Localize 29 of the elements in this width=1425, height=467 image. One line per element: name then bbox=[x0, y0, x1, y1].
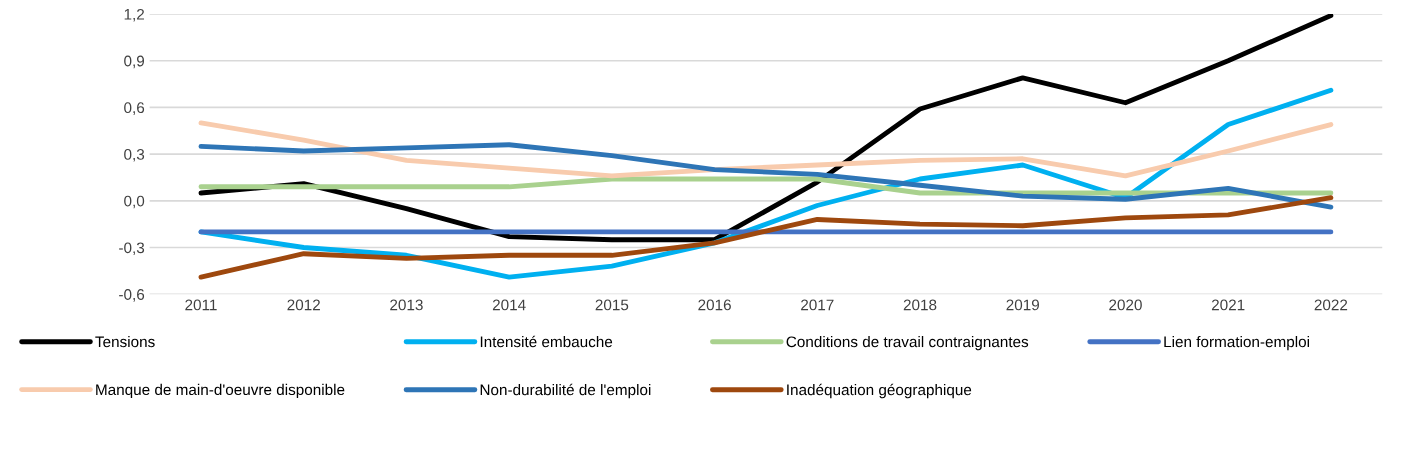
y-tick-label: 0,0 bbox=[124, 195, 145, 209]
legend-label: Lien formation-emploi bbox=[1164, 335, 1309, 351]
x-tick-label: 2018 bbox=[903, 299, 937, 311]
x-tick-label: 2021 bbox=[1211, 299, 1245, 311]
y-tick-label: -0,6 bbox=[119, 289, 145, 302]
y-tick-label: 0,6 bbox=[124, 102, 145, 115]
y-tick-label: -0,3 bbox=[119, 242, 145, 255]
legend-label: Tensions bbox=[95, 335, 155, 348]
x-tick-label: 2022 bbox=[1314, 299, 1348, 311]
legend-label: Intensité embauche bbox=[480, 335, 613, 348]
x-tick-label: 2013 bbox=[390, 299, 423, 311]
x-tick-label: 2019 bbox=[1006, 299, 1040, 311]
line-series bbox=[198, 142, 1334, 210]
y-tick-label: 0,3 bbox=[124, 148, 145, 162]
legend-label: Inadéquation géographique bbox=[787, 383, 972, 399]
legend-label: Manque de main-d'oeuvre disponible bbox=[96, 383, 345, 399]
x-tick-label: 2017 bbox=[801, 299, 834, 311]
x-tick-label: 2012 bbox=[287, 299, 320, 311]
x-tick-label: 2015 bbox=[595, 299, 629, 311]
y-tick-label: 1,2 bbox=[124, 8, 144, 22]
line-series bbox=[198, 195, 1334, 280]
legend-label: Conditions de travail contraignantes bbox=[786, 335, 1029, 351]
legend-label: Non-durabilité de l'emploi bbox=[480, 383, 651, 399]
y-tick-label: 0,9 bbox=[124, 55, 145, 69]
line-series bbox=[198, 120, 1334, 179]
x-tick-label: 2014 bbox=[492, 299, 526, 311]
x-tick-label: 2020 bbox=[1109, 299, 1142, 311]
x-tick-label: 2011 bbox=[185, 299, 217, 311]
x-tick-label: 2016 bbox=[698, 299, 731, 311]
